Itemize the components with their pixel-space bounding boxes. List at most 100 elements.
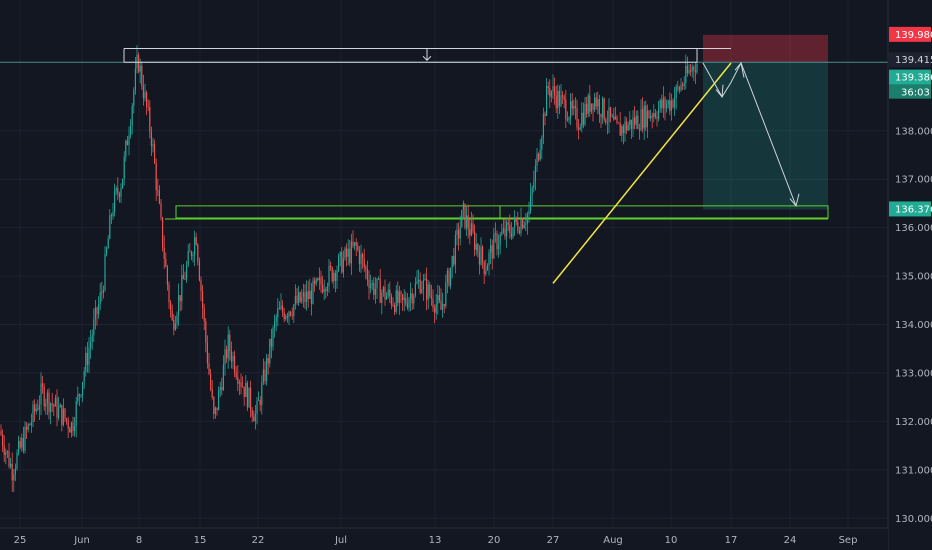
- candle-body: [528, 210, 530, 215]
- support-zone: [175, 205, 829, 219]
- candle-body: [645, 105, 647, 128]
- candle-body: [613, 116, 615, 120]
- candle-body: [315, 278, 317, 284]
- candle-body: [222, 364, 224, 390]
- candle-body: [62, 408, 64, 425]
- candle-body: [163, 247, 165, 259]
- candle-body: [426, 278, 428, 300]
- candle-body: [678, 87, 680, 91]
- candle-body: [381, 292, 383, 303]
- candle-body: [512, 227, 514, 238]
- candle-body: [67, 420, 69, 429]
- candle-body: [355, 242, 357, 246]
- candle-body: [88, 348, 90, 365]
- candle-body: [14, 468, 16, 475]
- candle-body: [474, 231, 476, 250]
- candle-body: [266, 358, 268, 381]
- candle-body: [245, 382, 247, 397]
- time-axis-bg: [0, 528, 888, 550]
- candle-body: [283, 312, 285, 320]
- candle-body: [493, 233, 495, 259]
- candle-body: [195, 237, 197, 245]
- candle-body: [301, 296, 303, 302]
- candle-body: [347, 248, 349, 257]
- time-tick-label: 25: [14, 535, 27, 546]
- candle-body: [11, 463, 13, 481]
- candle-body: [438, 295, 440, 301]
- candle-body: [21, 437, 23, 448]
- candle-body: [323, 289, 325, 293]
- candle-body: [622, 126, 624, 133]
- candle-body: [486, 265, 488, 271]
- price-badge: [889, 26, 931, 42]
- candle-body: [605, 119, 607, 123]
- candle-body: [261, 382, 263, 406]
- candle-body: [136, 54, 138, 69]
- candle-body: [259, 399, 261, 406]
- candle-body: [320, 277, 322, 285]
- candle-body: [150, 131, 152, 147]
- candle-body: [496, 233, 498, 250]
- candle-body: [368, 279, 370, 289]
- candle-body: [70, 422, 72, 433]
- candle-body: [595, 97, 597, 107]
- candle-body: [587, 95, 589, 114]
- candle-body: [19, 441, 21, 448]
- candle-body: [448, 270, 450, 286]
- candle-body: [608, 107, 610, 123]
- candle-body: [621, 126, 623, 136]
- candle-body: [357, 245, 359, 250]
- price-badge: [889, 69, 931, 85]
- candle-body: [205, 321, 207, 343]
- candle-body: [363, 258, 365, 267]
- candle-body: [178, 295, 180, 316]
- candle-body: [18, 441, 20, 453]
- candle-body: [184, 279, 186, 280]
- candle-body: [531, 188, 533, 195]
- candle-body: [346, 248, 348, 257]
- candle-body: [354, 242, 356, 246]
- candle-body: [526, 214, 528, 224]
- candle-body: [570, 100, 572, 118]
- candle-body: [269, 338, 271, 364]
- candle-body: [446, 270, 448, 283]
- candle-body: [126, 140, 128, 146]
- candle-body: [350, 241, 352, 264]
- candle-body: [109, 215, 111, 239]
- candle-body: [171, 310, 173, 320]
- price-badge-label: 139.980: [895, 30, 932, 41]
- candle-body: [146, 92, 148, 107]
- candle-body: [221, 387, 223, 390]
- candle-body: [683, 82, 685, 86]
- candle-body: [422, 279, 424, 290]
- candle-body: [131, 105, 133, 126]
- candle-body: [299, 292, 301, 302]
- candle-body: [424, 278, 426, 280]
- candle-body: [83, 371, 85, 383]
- target-zone: [703, 62, 828, 210]
- candle-body: [413, 295, 415, 304]
- candle-body: [653, 113, 655, 118]
- candle-body: [459, 227, 461, 239]
- price-badges: 139.980 139.415 139.386 136.376 36:03: [889, 26, 932, 217]
- candle-body: [558, 91, 560, 107]
- candle-body: [490, 245, 492, 253]
- candle-body: [549, 87, 551, 97]
- price-tick-label: 134.000: [895, 320, 932, 331]
- candle-body: [290, 311, 292, 315]
- candle-body: [238, 382, 240, 384]
- candle-body: [696, 64, 698, 73]
- candle-body: [395, 290, 397, 312]
- candle-body: [339, 252, 341, 257]
- candle-body: [344, 248, 346, 259]
- time-tick-label: 10: [665, 535, 678, 546]
- candle-body: [114, 190, 116, 212]
- candle-body: [139, 65, 141, 72]
- candle-body: [66, 418, 68, 421]
- candle-body: [432, 298, 434, 308]
- candle-body: [637, 115, 639, 129]
- candle-body: [386, 295, 388, 300]
- candle-body: [318, 277, 320, 281]
- candle-body: [3, 445, 5, 455]
